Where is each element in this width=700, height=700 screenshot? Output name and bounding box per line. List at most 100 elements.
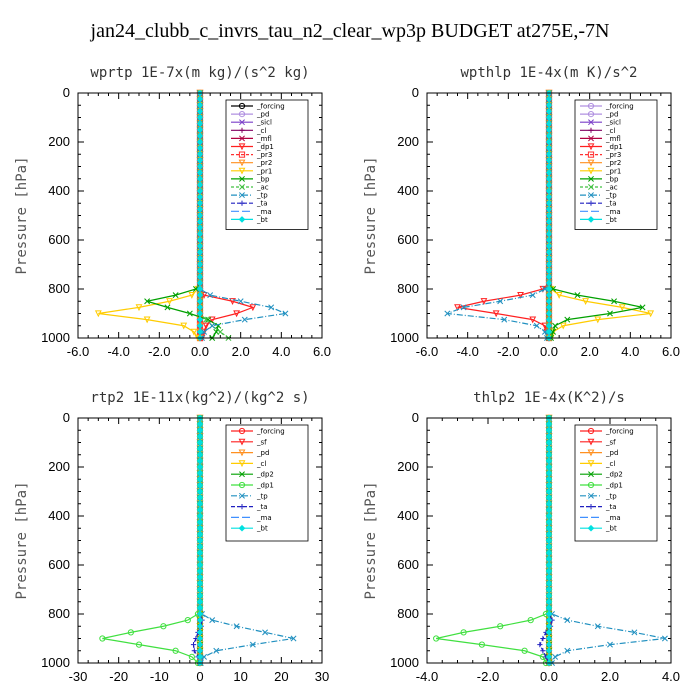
y-tick-label: 1000 bbox=[390, 330, 419, 345]
series-dp1 bbox=[454, 89, 553, 342]
data-point bbox=[196, 114, 204, 121]
data-point bbox=[241, 316, 248, 323]
legend-label: _sf bbox=[605, 438, 616, 446]
data-point bbox=[196, 255, 204, 262]
legend-marker bbox=[238, 151, 246, 158]
legend-label: _pr2 bbox=[605, 159, 621, 167]
data-point bbox=[196, 297, 204, 305]
y-tick-label: 600 bbox=[397, 232, 419, 247]
x-tick-label: 0.0 bbox=[540, 344, 558, 359]
data-point bbox=[196, 267, 204, 274]
series-bt bbox=[545, 89, 553, 342]
data-point bbox=[201, 653, 208, 660]
y-tick-label: 200 bbox=[48, 459, 70, 474]
legend-label: _cl bbox=[256, 127, 266, 135]
legend-marker bbox=[588, 135, 594, 142]
data-point bbox=[196, 543, 204, 550]
panel-4: thlp2 1E-4x(K^2)/s Pressure [hPa] 0 200 400 6… bbox=[363, 390, 680, 684]
data-point bbox=[196, 463, 204, 471]
data-point bbox=[527, 617, 534, 624]
y-tick-label: 200 bbox=[397, 459, 419, 474]
data-point bbox=[196, 555, 204, 563]
data-point bbox=[454, 304, 461, 312]
data-point bbox=[164, 304, 171, 311]
data-point bbox=[190, 328, 198, 336]
data-point bbox=[545, 108, 553, 115]
x-tick-label: 2.0 bbox=[232, 344, 250, 359]
y-axis-label: Pressure [hPa] bbox=[14, 481, 30, 599]
data-point bbox=[594, 623, 601, 630]
data-point bbox=[545, 635, 553, 642]
data-point bbox=[545, 641, 553, 648]
legend-marker bbox=[239, 135, 245, 142]
data-point bbox=[196, 531, 204, 538]
data-point bbox=[196, 488, 204, 495]
data-point bbox=[249, 641, 256, 648]
legend-label: _bp bbox=[256, 175, 270, 183]
legend-label: _pr1 bbox=[605, 167, 621, 175]
data-point bbox=[545, 248, 553, 256]
legend-marker bbox=[588, 119, 594, 126]
data-point bbox=[521, 647, 528, 654]
legend-label: _bp bbox=[605, 175, 619, 183]
data-point bbox=[545, 224, 553, 232]
data-point bbox=[196, 469, 204, 477]
data-point bbox=[196, 573, 204, 581]
legend-label: _sf bbox=[256, 438, 267, 446]
legend-marker bbox=[587, 102, 595, 110]
data-point bbox=[196, 169, 204, 176]
series-dp1 bbox=[99, 414, 204, 667]
data-point bbox=[545, 138, 553, 146]
series-line bbox=[199, 93, 229, 339]
data-point bbox=[661, 635, 668, 642]
x-tick-label: 0.0 bbox=[540, 669, 558, 684]
legend-label: _pr3 bbox=[256, 151, 272, 159]
data-point bbox=[196, 316, 204, 323]
panel-title: wpthlp 1E-4x(m K)/s^2 bbox=[460, 65, 637, 81]
legend: _forcing_pd_sicl_cl_mfl_dp1_pr3_pr2_pr1_… bbox=[225, 99, 309, 230]
data-point bbox=[545, 316, 553, 323]
data-point bbox=[180, 322, 188, 330]
data-point bbox=[545, 592, 553, 599]
data-point bbox=[196, 212, 204, 219]
legend-label: _tp bbox=[256, 192, 268, 200]
legend: _forcing_pd_sicl_cl_mfl_dp1_pr3_pr2_pr1_… bbox=[574, 99, 658, 230]
y-tick-label: 800 bbox=[48, 281, 70, 296]
data-point bbox=[196, 629, 204, 636]
data-point bbox=[545, 622, 553, 630]
data-point bbox=[143, 316, 151, 324]
data-point bbox=[196, 524, 204, 532]
data-point bbox=[545, 144, 553, 152]
data-point bbox=[196, 261, 204, 268]
x-tick-label: -4.0 bbox=[416, 669, 438, 684]
data-point bbox=[184, 617, 191, 624]
plot-frame bbox=[426, 92, 672, 339]
data-point bbox=[545, 236, 553, 244]
data-point bbox=[196, 616, 204, 624]
data-point bbox=[545, 126, 553, 134]
data-point bbox=[540, 635, 546, 642]
legend-label: _ma bbox=[256, 208, 272, 216]
legend-marker bbox=[588, 175, 594, 182]
data-point bbox=[160, 623, 167, 630]
legend-marker bbox=[588, 127, 594, 133]
data-point bbox=[545, 475, 553, 483]
data-point bbox=[196, 150, 204, 158]
legend-marker bbox=[587, 438, 595, 446]
x-tick-label: -2.0 bbox=[148, 344, 170, 359]
data-point bbox=[196, 494, 204, 501]
data-point bbox=[196, 445, 204, 452]
data-point bbox=[545, 629, 553, 636]
data-point bbox=[207, 292, 214, 299]
data-point bbox=[196, 457, 204, 465]
data-point bbox=[480, 298, 488, 305]
data-point bbox=[196, 439, 204, 446]
legend-marker bbox=[588, 184, 594, 190]
x-tick-label: 6.0 bbox=[313, 344, 331, 359]
data-point bbox=[545, 285, 553, 293]
series-tp bbox=[444, 90, 552, 341]
data-point bbox=[191, 648, 197, 654]
x-tick-label: 2.0 bbox=[601, 669, 619, 684]
data-point bbox=[196, 482, 204, 489]
data-point bbox=[196, 610, 204, 618]
